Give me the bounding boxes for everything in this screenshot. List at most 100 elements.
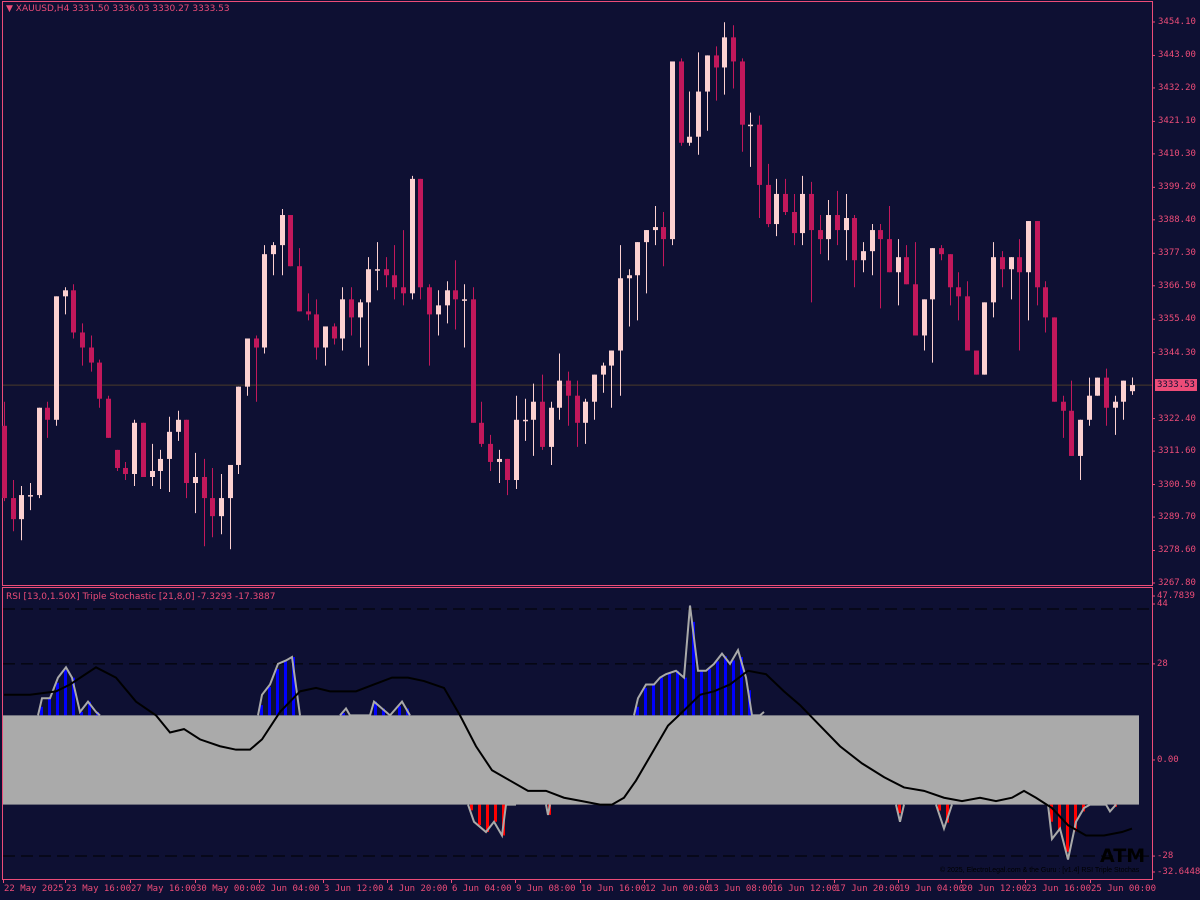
candle-body [1026,221,1031,273]
histogram-bar [276,669,279,716]
candle-body [11,498,16,520]
histogram-bar [80,711,83,716]
histogram-bar [1050,804,1053,822]
price-label: 3311.60 [1158,446,1196,457]
histogram-bar [470,804,473,811]
histogram-bar [1058,804,1061,832]
histogram-bar [732,660,735,716]
price-label: 3399.20 [1158,182,1196,193]
candle-body [28,495,33,497]
candle-body [280,215,285,246]
histogram-bar [644,687,647,716]
indicator-label: -28 [1157,851,1174,862]
candle-body [609,350,614,366]
candle-body [670,61,675,240]
candle-body [271,245,276,255]
candle-body [497,458,502,462]
candle-body [696,91,701,137]
candle-body [618,278,623,351]
candle-body [1052,317,1057,402]
price-label: 3278.60 [1158,545,1196,556]
candle-body [627,275,632,279]
histogram-bar [382,708,385,716]
time-label: 3 Jun 12:00 [324,884,384,894]
histogram-bar [740,657,743,716]
candle-body [314,314,319,348]
candle-body [71,290,76,333]
candle-body [948,254,953,288]
price-label: 3289.70 [1158,512,1196,523]
candle-body [141,422,146,478]
candle-body [375,269,380,271]
histogram-bar [72,677,75,716]
time-label: 23 May 16:00 [66,884,132,894]
candle-body [297,266,302,312]
copyright-text: © 2025, ElectroLegal.com & the Guru : [v… [940,867,1140,874]
candle-body [37,407,42,496]
histogram-bar [64,669,67,716]
histogram-outline [935,804,953,832]
candle-body [2,425,7,499]
price-label: 3410.30 [1158,148,1196,159]
histogram-outline [339,699,411,717]
candle-body [774,193,779,225]
candle-body [930,248,935,300]
candle-body [1078,419,1083,456]
time-label: 9 Jun 08:00 [516,884,576,894]
candle-body [1043,287,1048,318]
candle-body [462,299,467,301]
histogram-bar [398,706,401,716]
candle-body [913,284,918,336]
candle-body [1009,257,1014,270]
candle-body [132,422,137,474]
candle-body [1087,395,1092,420]
candle-body [549,407,554,447]
candle-body [366,269,371,303]
candle-body [445,290,450,306]
candle-body [661,227,666,240]
price-label: 3366.50 [1158,280,1196,291]
histogram-outline [633,605,765,717]
candle-body [176,419,181,432]
candle-body [115,449,120,468]
symbol-ohlc-text: XAUUSD,H4 3331.50 3336.03 3330.27 3333.5… [15,4,230,14]
histogram-bar [716,661,719,716]
candle-body [167,431,172,459]
price-label: 3344.30 [1158,347,1196,358]
candle-body [653,227,658,231]
candle-body [722,37,727,68]
neutral-band [3,715,1139,805]
histogram-bar [652,684,655,716]
collapse-triangle-icon[interactable]: ▼ [6,4,13,14]
candle-body [991,257,996,303]
candle-body [340,299,345,339]
candle-body [358,302,363,318]
candle-body [878,230,883,240]
histogram-bar [478,804,481,826]
histogram-bar [56,682,59,716]
time-label: 22 May 2025 [4,884,64,894]
price-label: 3432.20 [1158,82,1196,93]
candle-body [254,338,259,348]
candle-body [1104,377,1109,408]
histogram-bar [946,804,949,823]
candle-body [852,218,857,261]
histogram-bar [700,670,703,716]
signal-line [4,666,1133,837]
candle-body [818,230,823,240]
histogram-outline [895,804,905,822]
candle-body [792,212,797,234]
indicator-header: RSI [13,0,1.50X] Triple Stochastic [21,8… [6,592,276,602]
histogram-bar [292,657,295,716]
indicator-label: 28 [1157,658,1168,669]
candle-body [809,193,814,231]
histogram-bar [1074,804,1077,832]
histogram-bar [1066,804,1069,852]
candle-body [679,61,684,143]
candle-body [392,275,397,288]
candle-body [323,326,328,348]
candle-body [54,296,59,420]
main-pane-border [2,1,1153,586]
